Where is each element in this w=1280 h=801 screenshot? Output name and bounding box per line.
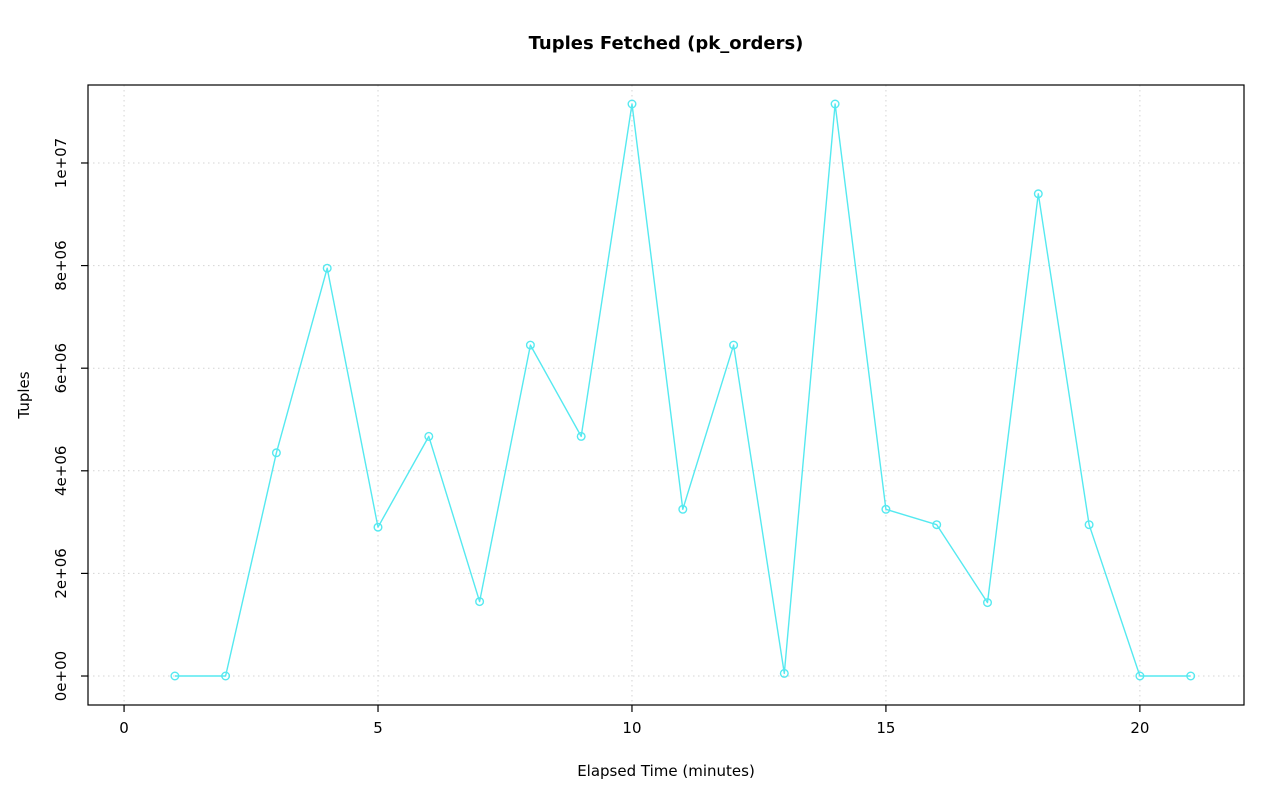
y-tick-label: 0e+00 — [52, 651, 70, 701]
data-point-marker — [475, 597, 485, 607]
gridlines-layer — [88, 85, 1244, 705]
data-point-marker — [576, 431, 586, 441]
data-point-marker — [525, 340, 535, 350]
data-point-marker — [932, 520, 942, 530]
y-tick-label: 8e+06 — [52, 240, 70, 290]
data-point-marker — [881, 504, 891, 514]
x-tick-label: 0 — [119, 719, 129, 737]
data-line — [174, 103, 1191, 677]
data-point-marker — [373, 522, 383, 532]
data-point-marker — [424, 431, 434, 441]
y-tick-label: 4e+06 — [52, 446, 70, 496]
data-point-marker — [1084, 520, 1094, 530]
data-point-marker — [1135, 671, 1145, 681]
data-point-marker — [779, 668, 789, 678]
x-tick-label: 5 — [373, 719, 383, 737]
x-tick-label: 20 — [1130, 719, 1149, 737]
x-tick-label: 15 — [876, 719, 895, 737]
y-tick-label: 2e+06 — [52, 548, 70, 598]
series-layer — [170, 99, 1196, 681]
data-point-marker — [1186, 671, 1196, 681]
y-axis-label: Tuples — [15, 371, 33, 419]
data-point-marker — [322, 263, 332, 273]
data-point-marker — [678, 504, 688, 514]
y-tick-label: 1e+07 — [52, 138, 70, 188]
x-tick-label: 10 — [622, 719, 641, 737]
data-point-marker — [729, 340, 739, 350]
plot-box — [87, 84, 1245, 706]
data-point-marker — [627, 99, 637, 109]
data-point-marker — [830, 99, 840, 109]
data-point-marker — [221, 671, 231, 681]
y-tick-label: 6e+06 — [52, 343, 70, 393]
data-point-marker — [170, 671, 180, 681]
data-point-marker — [271, 448, 281, 458]
x-axis-label: Elapsed Time (minutes) — [577, 762, 755, 780]
axes-layer: 0 5 10 15 20 0e+00 2e+06 4e+06 6e+06 8e+06 1e+07 — [52, 84, 1245, 737]
data-point-marker — [1033, 189, 1043, 199]
data-point-marker — [983, 598, 993, 608]
chart-title: Tuples Fetched (pk_orders) — [529, 33, 804, 54]
